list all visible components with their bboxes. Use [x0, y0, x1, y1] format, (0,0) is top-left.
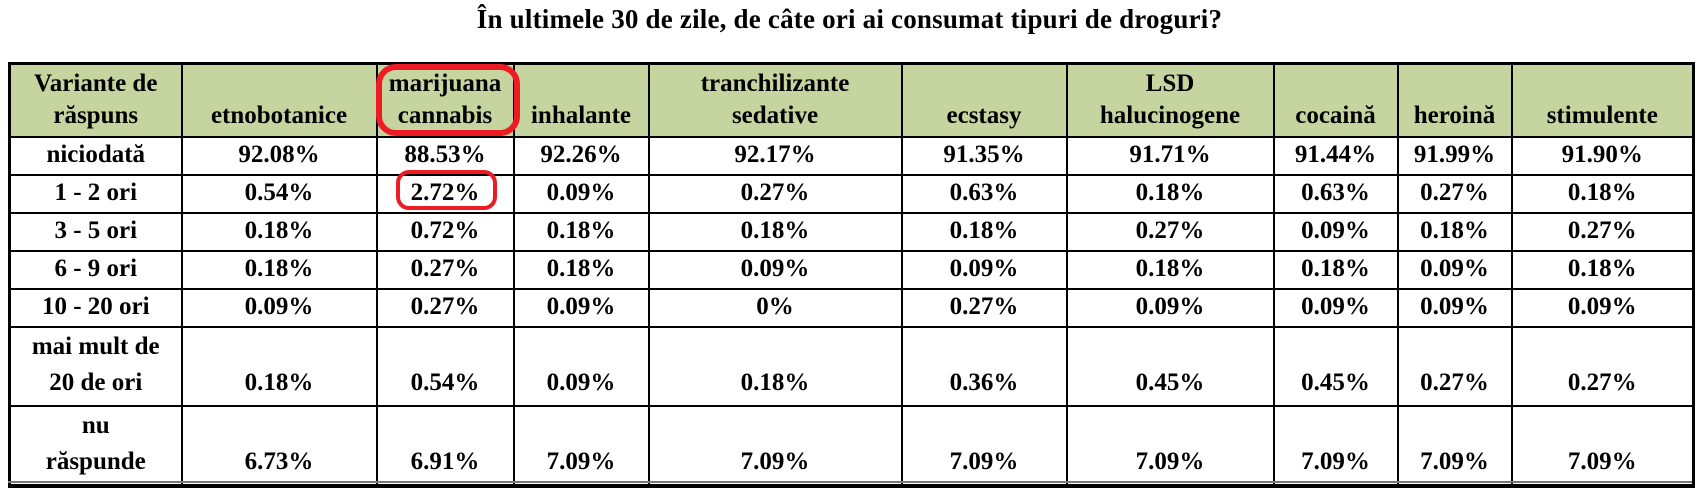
table-cell: 0.54% — [375, 326, 515, 407]
table-cell: 0.09% — [1065, 288, 1275, 328]
header-cell: inhalante — [512, 62, 650, 138]
table-cell: 88.53% — [375, 136, 515, 176]
header-cell: cocaină — [1272, 62, 1399, 138]
row-label: 3 - 5 ori — [8, 212, 183, 252]
table-cell: 2.72% — [375, 174, 515, 214]
table-cell: 7.09% — [512, 405, 650, 487]
page-title: În ultimele 30 de zile, de câte ori ai c… — [476, 4, 1223, 34]
table-row: 6 - 9 ori 0.18% 0.27% 0.18% 0.09% 0.09% 0.18% 0… — [8, 250, 1695, 290]
table-cell: 0.18% — [1510, 250, 1695, 290]
table-cell: 7.09% — [900, 405, 1068, 487]
survey-results-table: Variante de răspuns etnobotanice marijuan… — [8, 62, 1695, 488]
table-cell: 0.63% — [1272, 174, 1399, 214]
table-cell: 0.18% — [1065, 174, 1275, 214]
table-cell: 0.09% — [647, 250, 903, 290]
table-cell: 0.45% — [1065, 326, 1275, 407]
table-cell: 0.18% — [900, 212, 1068, 252]
table-cell: 0.18% — [1272, 250, 1399, 290]
table-cell: 0.18% — [1510, 174, 1695, 214]
table-cell: 0.27% — [1510, 326, 1695, 407]
row-label: 6 - 9 ori — [8, 250, 183, 290]
table-cell: 0% — [647, 288, 903, 328]
header-cell: heroină — [1396, 62, 1513, 138]
row-label: 1 - 2 ori — [8, 174, 183, 214]
table-cell: 0.18% — [180, 212, 378, 252]
header-row: Variante de răspuns etnobotanice marijuan… — [8, 62, 1695, 138]
header-cell: marijuana cannabis — [375, 62, 515, 138]
table-cell: 0.54% — [180, 174, 378, 214]
table-continuation-line — [8, 481, 1692, 483]
table-cell: 91.71% — [1065, 136, 1275, 176]
row-label: mai mult de 20 de ori — [8, 326, 183, 407]
table-cell: 0.09% — [512, 326, 650, 407]
table-row: 3 - 5 ori 0.18% 0.72% 0.18% 0.18% 0.18% 0.27% 0… — [8, 212, 1695, 252]
table-cell: 0.09% — [512, 288, 650, 328]
header-cell: LSD halucinogene — [1065, 62, 1275, 138]
table-cell: 0.09% — [900, 250, 1068, 290]
table-cell: 0.72% — [375, 212, 515, 252]
table-cell: 0.27% — [375, 250, 515, 290]
table-cell: 7.09% — [1065, 405, 1275, 487]
table-cell: 0.09% — [1272, 212, 1399, 252]
table-cell: 6.73% — [180, 405, 378, 487]
table-cell: 0.36% — [900, 326, 1068, 407]
table-cell: 0.09% — [1396, 288, 1513, 328]
table-cell: 0.09% — [1396, 250, 1513, 290]
table-cell: 0.09% — [1510, 288, 1695, 328]
table-cell: 91.90% — [1510, 136, 1695, 176]
table-row: 1 - 2 ori 0.54% 2.72% 0.09% 0.27% 0.63% 0.18% 0… — [8, 174, 1695, 214]
table-cell: 0.27% — [1510, 212, 1695, 252]
table-cell: 0.63% — [900, 174, 1068, 214]
table-cell: 0.18% — [180, 250, 378, 290]
table-row: nu răspunde 6.73% 6.91% 7.09% 7.09% 7.09% 7.09… — [8, 405, 1695, 487]
table-cell: 0.18% — [512, 250, 650, 290]
table-cell: 6.91% — [375, 405, 515, 487]
table-cell: 0.27% — [1396, 326, 1513, 407]
header-cell: tranchilizante sedative — [647, 62, 903, 138]
table-cell: 0.27% — [1396, 174, 1513, 214]
table-cell: 0.27% — [375, 288, 515, 328]
table-row: mai mult de 20 de ori 0.18% 0.54% 0.09% 0.18… — [8, 326, 1695, 407]
table-row: niciodată 92.08% 88.53% 92.26% 92.17% 91.35% 9… — [8, 136, 1695, 176]
table-cell: 0.18% — [647, 212, 903, 252]
row-label: nu răspunde — [8, 405, 183, 487]
table-cell: 0.27% — [647, 174, 903, 214]
table-cell: 0.09% — [180, 288, 378, 328]
table-cell: 92.26% — [512, 136, 650, 176]
table-cell: 0.27% — [1065, 212, 1275, 252]
table-cell: 0.18% — [1065, 250, 1275, 290]
table-cell: 7.09% — [647, 405, 903, 487]
table-cell: 0.18% — [647, 326, 903, 407]
table-row: 10 - 20 ori 0.09% 0.27% 0.09% 0% 0.27% 0.09% 0.… — [8, 288, 1695, 328]
header-cell-variante-de-raspuns: Variante de răspuns — [8, 62, 183, 138]
table-cell: 92.08% — [180, 136, 378, 176]
row-label: niciodată — [8, 136, 183, 176]
header-cell: stimulente — [1510, 62, 1695, 138]
table-cell: 0.18% — [1396, 212, 1513, 252]
table-cell: 91.99% — [1396, 136, 1513, 176]
table-cell: 7.09% — [1272, 405, 1399, 487]
row-label: 10 - 20 ori — [8, 288, 183, 328]
table-cell: 91.44% — [1272, 136, 1399, 176]
table-cell: 0.09% — [512, 174, 650, 214]
table-cell: 0.09% — [1272, 288, 1399, 328]
table-cell: 7.09% — [1396, 405, 1513, 487]
table-body: niciodată 92.08% 88.53% 92.26% 92.17% 91.35% 9… — [8, 136, 1695, 487]
table-cell: 0.45% — [1272, 326, 1399, 407]
table-cell: 0.18% — [180, 326, 378, 407]
table-cell: 92.17% — [647, 136, 903, 176]
header-cell: etnobotanice — [180, 62, 378, 138]
table-cell: 91.35% — [900, 136, 1068, 176]
table-cell: 0.27% — [900, 288, 1068, 328]
table-cell: 7.09% — [1510, 405, 1695, 487]
table-cell: 0.18% — [512, 212, 650, 252]
header-cell: ecstasy — [900, 62, 1068, 138]
